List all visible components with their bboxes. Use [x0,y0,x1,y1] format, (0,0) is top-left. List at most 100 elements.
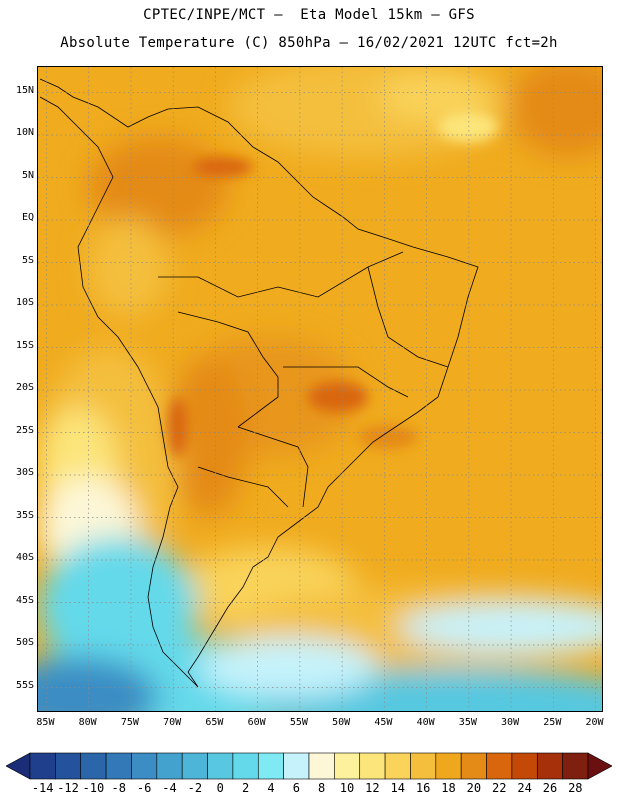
field-pale-north [438,112,498,142]
lon-tick-label: 80W [78,717,97,728]
colorbar-tick-label: -12 [57,781,79,795]
colorbar-segment [257,752,284,780]
lat-tick-label: 40S [15,552,34,563]
lon-tick-label: 70W [163,717,182,728]
lat-tick-label: 15N [15,84,34,96]
colorbar-segment [105,752,132,780]
colorbar-tick-label: -8 [111,781,126,795]
colorbar-tick-label: 14 [390,781,405,795]
colorbar-segment [460,752,487,780]
lat-tick-label: 25S [15,424,34,436]
colorbar-over-arrow [587,752,612,780]
temperature-map [37,66,603,712]
colorbar-tick-label: -4 [162,781,177,795]
colorbar-tick-label: 6 [292,781,300,795]
lat-tick-label: 10N [15,127,34,138]
lon-tick-label: 35W [458,717,477,728]
lat-tick-label: 20S [15,382,34,393]
colorbar-segment [131,752,158,780]
colorbar-tick-label: 0 [216,781,224,795]
colorbar-segment [156,752,183,780]
colorbar-tick-label: 4 [267,781,275,795]
colorbar [6,752,612,780]
border-paraguay [237,426,309,508]
colorbar-tick-label: 18 [441,781,456,795]
colorbar-segment [283,752,310,780]
colorbar-tick-label: 16 [415,781,431,795]
colorbar-tick-label: 24 [517,781,532,795]
colorbar-segment [435,752,462,780]
field-hotspot-se [358,425,418,449]
lat-tick-label: 5S [21,254,34,266]
field-atlantic-warm [508,67,602,157]
field-pale-south [198,637,378,697]
colorbar-tick-label: 8 [318,781,326,795]
lon-tick-label: 30W [501,717,520,728]
colorbar-segment [232,752,259,780]
lon-tick-label: 60W [247,717,266,728]
colorbar-segment [486,752,513,780]
colorbar-tick-label: 10 [339,781,355,795]
border-northeast [367,266,449,368]
map-canvas [38,67,602,711]
border-argentina [197,466,289,508]
lon-tick-label: 50W [332,717,351,728]
lon-tick-label: 45W [374,717,393,728]
colorbar-segment [536,752,563,780]
field-hotspot-brazil [308,382,368,412]
colorbar-segment [334,752,361,780]
lon-tick-label: 85W [36,717,55,728]
colorbar-tick-label: -6 [136,781,152,795]
lon-tick-label: 65W [205,717,224,728]
colorbar-segment [308,752,335,780]
colorbar-segment [384,752,411,780]
field-hotspot-andes [168,397,188,457]
colorbar-segment [80,752,107,780]
temperature-field [38,67,602,711]
lon-tick-label: 55W [289,717,308,728]
continent-outline [39,78,479,688]
lat-tick-label: 15S [15,339,34,351]
field-coldest [38,657,158,711]
field-caribbean-light [378,72,498,122]
lat-tick-label: 35S [15,509,34,521]
lon-tick-label: 40W [416,717,435,728]
chart-title-line2: Absolute Temperature (C) 850hPa – 16/02/… [60,35,558,51]
lat-tick-label: 30S [15,467,34,478]
field-hotspot-venezuela [193,157,253,177]
lat-tick-label: 10S [15,297,34,308]
colorbar-tick-label: 22 [491,781,507,795]
colorbar-segment [562,752,589,780]
colorbar-tick-label: 26 [542,781,558,795]
colorbar-tick-label: 2 [241,781,250,795]
field-andes-north [88,137,228,237]
lat-tick-label: 55S [15,679,34,691]
colorbar-segment [29,752,56,780]
field-details [168,112,498,457]
lat-tick-label: 45S [15,594,34,606]
colorbar-tick-label: -14 [31,781,54,795]
colorbar-under-arrow [6,752,31,780]
colorbar-tick-label: 20 [466,781,482,795]
colorbar-tick-label: 28 [568,781,583,795]
lon-tick-label: 25W [543,717,562,728]
chart-title-line1: CPTEC/INPE/MCT – Eta Model 15km – GFS [143,7,475,23]
colorbar-segment [359,752,386,780]
lat-tick-label: 50S [15,637,34,648]
colorbar-tick-label: 12 [365,781,380,795]
lat-tick-label: EQ [21,212,34,223]
coastline [39,78,479,688]
colorbar-segment [511,752,538,780]
colorbar-segment [55,752,82,780]
colorbar-tick-label: -2 [187,781,203,795]
field-ecuador [88,217,168,317]
lon-tick-label: 75W [120,717,139,728]
colorbar-segment [181,752,208,780]
lon-tick-label: 20W [585,717,604,728]
lat-tick-label: 5N [21,169,34,181]
border-bolivia [177,311,279,428]
colorbar-segment [410,752,437,780]
field-sa-cool [398,602,602,652]
colorbar-tick-label: -10 [82,781,105,795]
colorbar-segment [207,752,234,780]
